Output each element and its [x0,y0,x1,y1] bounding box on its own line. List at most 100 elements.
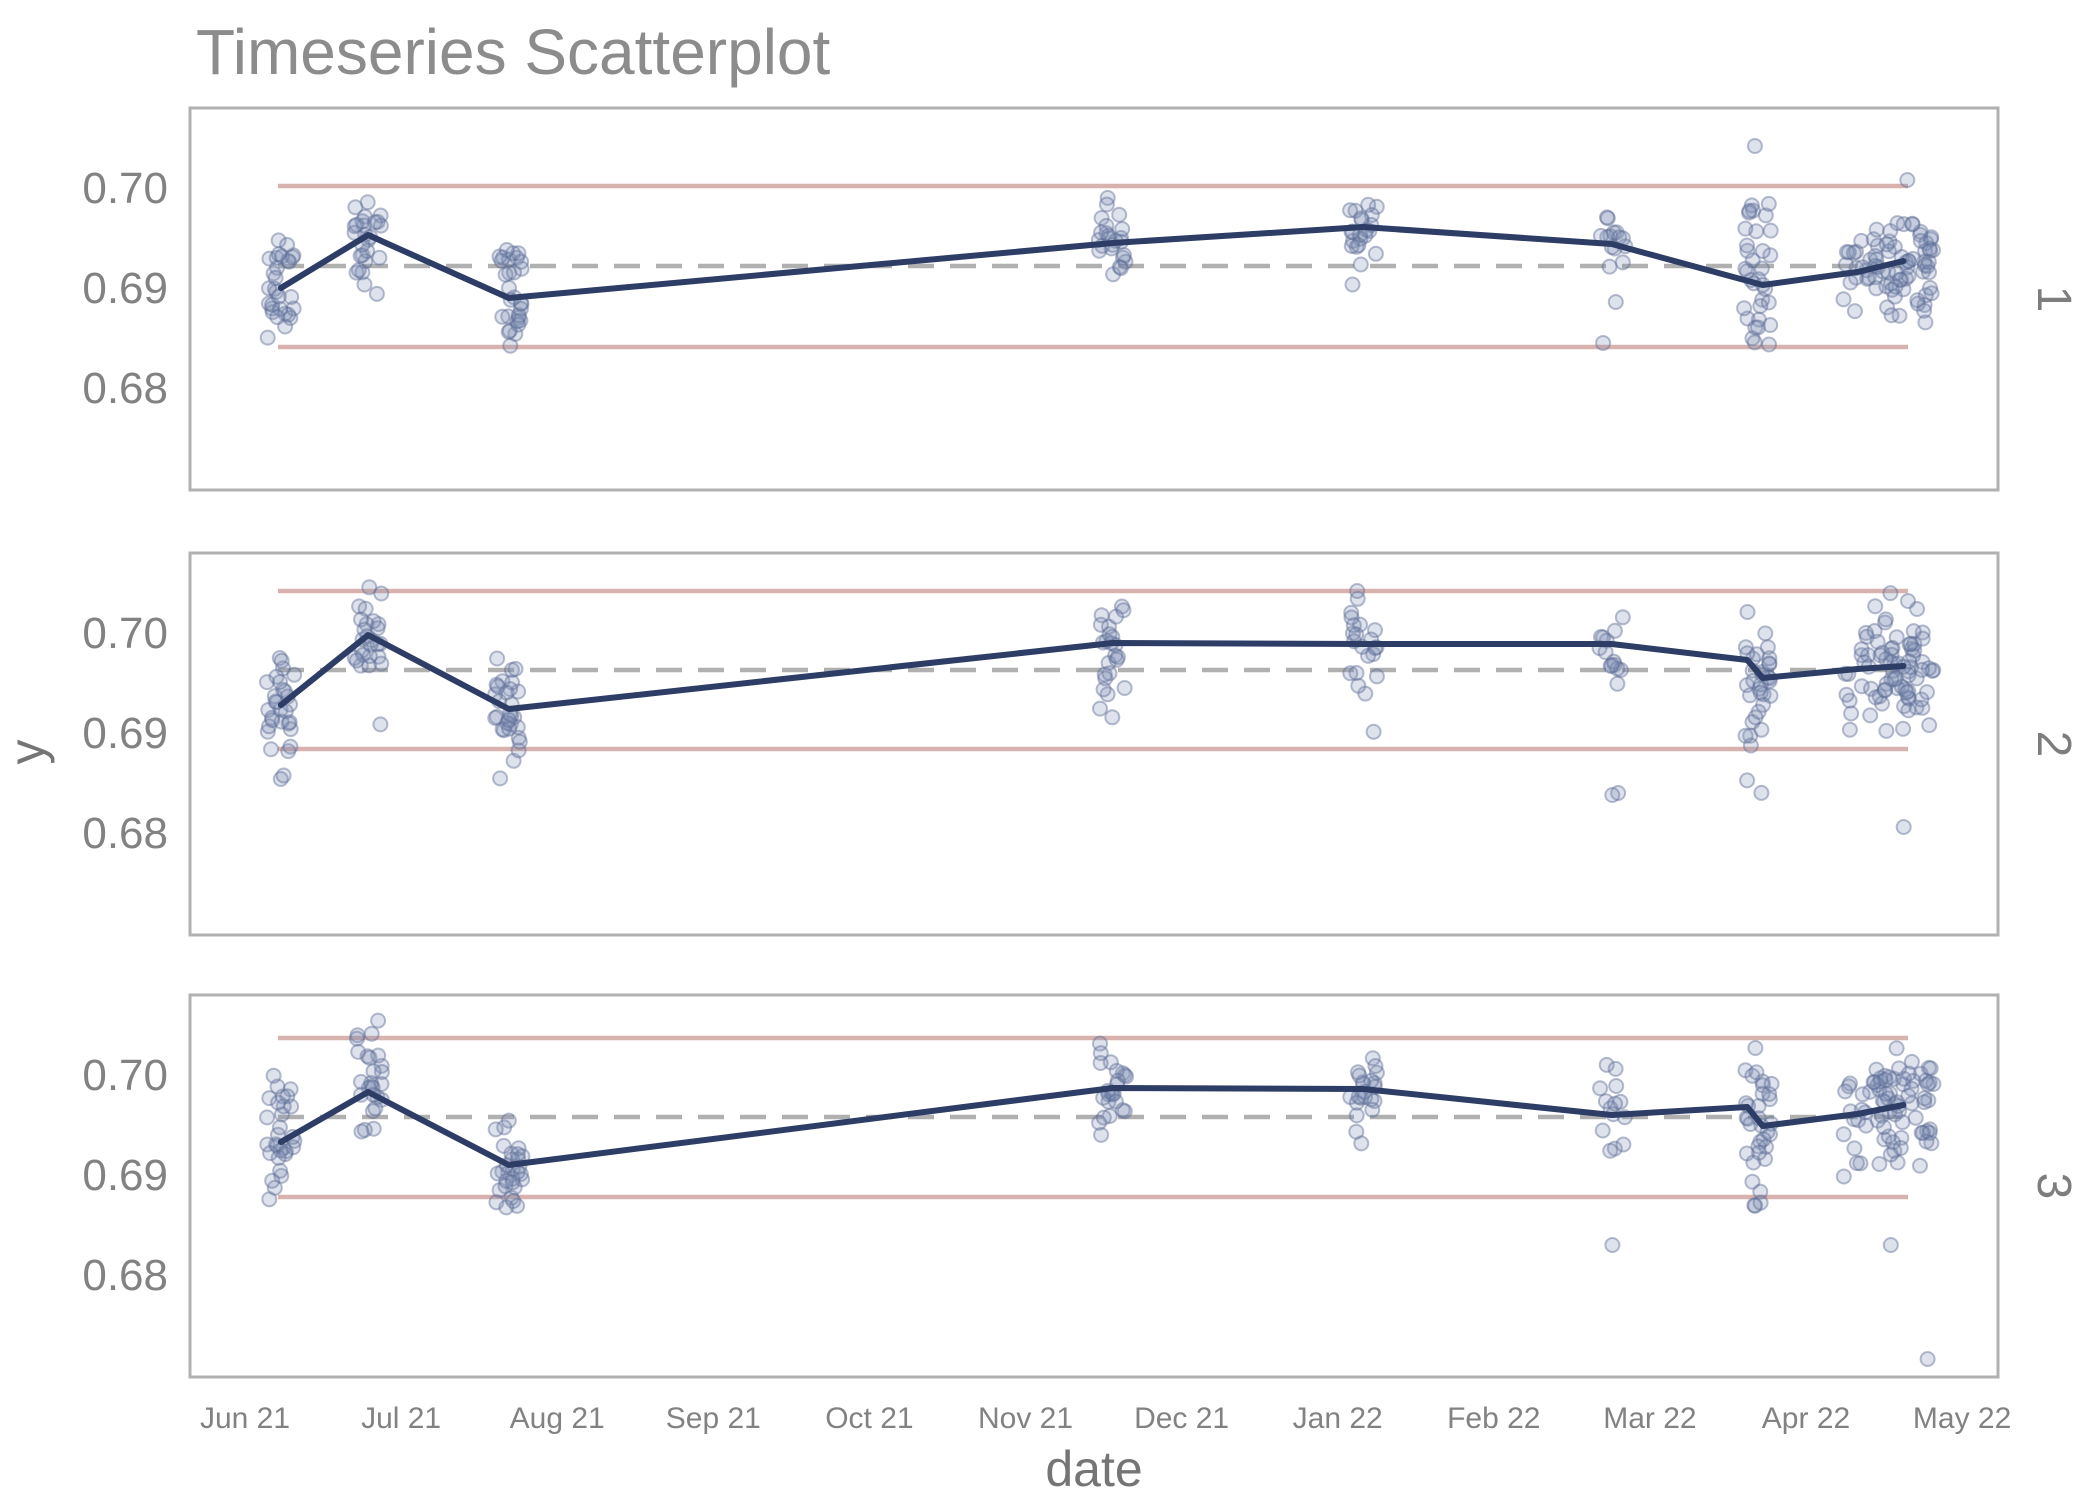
data-point [1738,1145,1755,1162]
data-point [365,613,382,630]
data-point [1116,1067,1133,1084]
data-point [261,718,277,735]
data-point [357,600,374,617]
data-point [1743,197,1760,214]
data-point [512,1166,529,1182]
data-point [1914,661,1930,678]
data-point [1595,335,1612,351]
data-point [277,305,294,322]
data-point [1904,215,1921,232]
data-point [1841,721,1858,738]
data-point [273,1167,290,1184]
data-point [368,285,385,302]
data-point [1917,287,1934,304]
data-point [270,246,287,263]
data-point [264,300,281,317]
data-point [1868,280,1885,297]
data-point [1865,231,1882,248]
data-point [261,295,277,312]
data-point [1342,665,1359,682]
data-point [497,266,514,283]
data-point [1917,314,1934,331]
data-point [1757,1151,1773,1167]
data-point [1759,639,1776,656]
data-point [1900,1087,1917,1104]
facet-panel-2: 0.70 0.69 0.68 2 [82,551,2080,937]
data-point [1900,702,1917,719]
data-point [1737,220,1754,237]
facet-strip-label: 3 [2027,1173,2080,1200]
data-point [270,232,287,249]
data-point [280,715,297,732]
data-point [1741,202,1758,219]
data-point [1921,240,1938,257]
data-point [1737,260,1754,277]
data-point [1360,647,1377,664]
data-point [1115,602,1132,619]
data-point [268,249,285,266]
data-point [496,1119,513,1136]
data-point [1754,291,1771,308]
data-point [510,729,527,746]
data-point [1891,307,1908,324]
data-point [281,714,298,731]
data-point [365,1120,382,1137]
data-point [1895,720,1912,737]
x-tick-label: Jan 22 [1293,1402,1383,1435]
data-point [1881,1069,1898,1086]
data-point [1092,700,1108,717]
data-point [1752,298,1769,314]
data-point [1609,660,1626,677]
data-point [269,259,286,276]
data-point [1114,1102,1131,1119]
data-point [348,652,365,669]
data-point [1614,609,1631,626]
data-point [1917,1072,1934,1089]
panel-border [188,993,2000,1379]
data-point [1761,1086,1778,1102]
data-point [512,312,529,329]
data-point [1603,657,1620,674]
data-point [1599,210,1616,227]
data-point [286,666,303,683]
data-point [1878,236,1895,253]
data-point [1363,1072,1380,1089]
data-point [503,662,520,678]
data-point [267,269,284,286]
y-tick-label: 0.68 [82,809,168,858]
data-point [259,1109,276,1126]
data-point [502,337,519,354]
data-point [1905,623,1922,640]
jitter-points [259,1012,1942,1367]
data-point [1757,207,1774,224]
data-point [1897,681,1914,698]
y-tick-label: 0.69 [82,709,168,758]
data-point [1598,1056,1615,1073]
data-point [1107,1093,1124,1110]
data-point [487,710,504,726]
data-point [504,1170,521,1187]
data-point [1886,288,1903,305]
data-point [1880,1128,1897,1145]
data-point [498,242,515,258]
data-point [1840,1078,1857,1095]
data-point [1101,665,1118,682]
y-tick-label: 0.68 [82,364,168,413]
data-point [1878,722,1895,739]
y-axis-title: y [0,740,55,765]
data-point [509,719,526,736]
data-point [1746,334,1763,351]
data-point [509,249,525,266]
data-point [1846,1140,1863,1157]
data-point [358,616,375,633]
data-point [1917,257,1933,274]
data-point [1916,1090,1933,1107]
data-point [510,1140,527,1157]
data-point [363,1025,380,1042]
data-point [1607,1060,1624,1077]
data-point [285,1139,302,1156]
data-point [1348,238,1365,255]
data-point [1889,1154,1906,1171]
data-point [285,247,302,264]
data-point [1894,1114,1911,1131]
